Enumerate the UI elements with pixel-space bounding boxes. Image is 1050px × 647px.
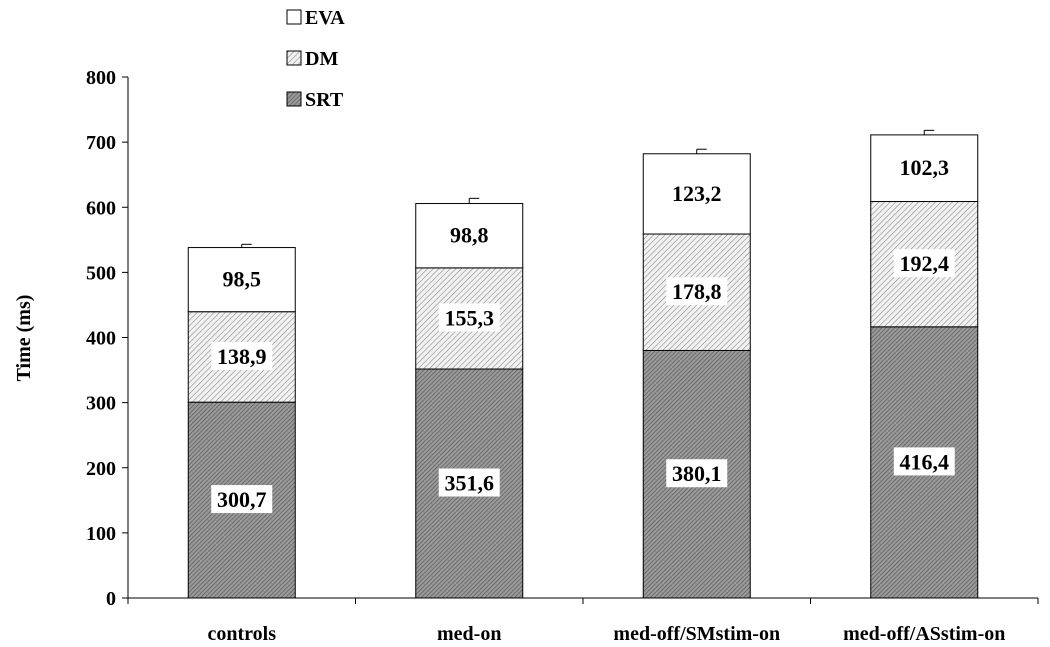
value-label-box bbox=[666, 178, 728, 207]
value-label-box bbox=[666, 277, 728, 306]
x-category-label: controls bbox=[207, 623, 276, 645]
y-tick-label: 700 bbox=[86, 132, 116, 154]
x-category-label: med-off/ASstim-on bbox=[843, 623, 1005, 645]
y-tick-label: 500 bbox=[86, 262, 116, 284]
value-label-dm: 155,3 bbox=[445, 305, 495, 330]
value-label-eva: 98,5 bbox=[223, 267, 262, 292]
value-label-box bbox=[666, 459, 728, 488]
value-label-srt: 300,7 bbox=[217, 487, 267, 512]
legend-label-srt: SRT bbox=[305, 89, 344, 111]
y-tick-label: 200 bbox=[86, 458, 116, 480]
y-tick-label: 300 bbox=[86, 393, 116, 415]
y-tick-label: 100 bbox=[86, 523, 116, 545]
y-axis-title: Time (ms) bbox=[13, 295, 35, 382]
value-label-srt: 416,4 bbox=[900, 449, 950, 474]
y-tick-label: 0 bbox=[106, 588, 116, 610]
value-label-box bbox=[893, 447, 955, 476]
value-label-box bbox=[438, 303, 500, 332]
value-label-dm: 178,8 bbox=[672, 279, 722, 304]
legend-label-eva: EVA bbox=[305, 7, 345, 29]
value-label-box bbox=[438, 468, 500, 497]
value-label-eva: 123,2 bbox=[672, 181, 722, 206]
value-label-dm: 192,4 bbox=[900, 251, 950, 276]
legend-swatch-srt bbox=[286, 91, 302, 107]
value-label-eva: 98,8 bbox=[450, 223, 489, 248]
value-label-srt: 351,6 bbox=[445, 471, 495, 496]
value-label-box bbox=[216, 264, 267, 293]
y-tick-label: 600 bbox=[86, 197, 116, 219]
value-label-box bbox=[211, 341, 273, 370]
y-tick-label: 400 bbox=[86, 328, 116, 350]
value-label-box bbox=[211, 485, 273, 514]
value-label-box bbox=[444, 220, 495, 249]
x-category-label: med-off/SMstim-on bbox=[613, 623, 780, 645]
value-label-box bbox=[893, 249, 955, 278]
legend-label-dm: DM bbox=[305, 48, 338, 70]
value-label-box bbox=[893, 153, 955, 182]
y-tick-label: 800 bbox=[86, 67, 116, 89]
value-label-dm: 138,9 bbox=[217, 344, 267, 369]
legend-swatch-eva bbox=[286, 9, 302, 25]
legend-swatch-dm bbox=[286, 50, 302, 66]
value-label-eva: 102,3 bbox=[900, 155, 950, 180]
value-label-srt: 380,1 bbox=[672, 461, 722, 486]
x-category-label: med-on bbox=[437, 623, 501, 645]
